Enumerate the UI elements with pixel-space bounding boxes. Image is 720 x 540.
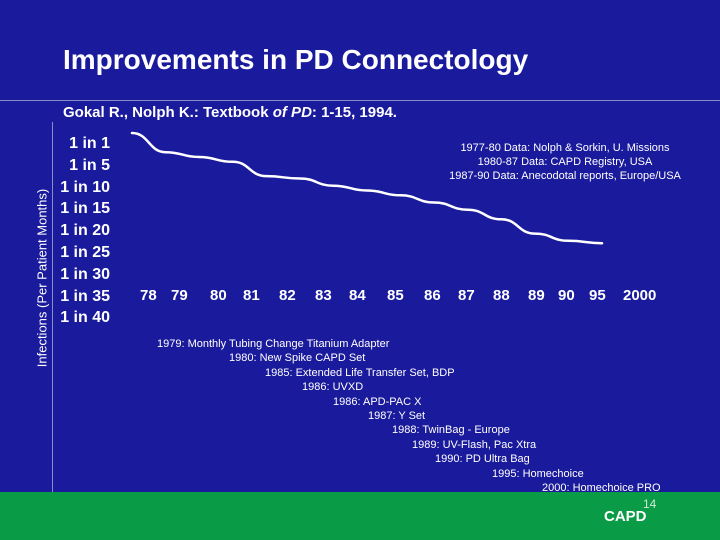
- x-tick-label: 88: [493, 287, 510, 304]
- citation: Gokal R., Nolph K.: Textbook of PD: 1-15…: [63, 104, 397, 121]
- milestone-item: 1980: New Spike CAPD Set: [229, 352, 366, 365]
- x-tick-label: 78: [140, 287, 157, 304]
- x-tick-label: 89: [528, 287, 545, 304]
- milestone-item: 1986: APD-PAC X: [333, 395, 422, 408]
- milestone-item: 1985: Extended Life Transfer Set, BDP: [265, 366, 455, 379]
- x-tick-label: 95: [589, 287, 606, 304]
- data-sources: 1977-80 Data: Nolph & Sorkin, U. Mission…: [420, 141, 710, 183]
- milestone-item: 1986: UVXD: [302, 381, 364, 394]
- page-number: 14: [643, 497, 657, 511]
- x-tick-label: 86: [424, 287, 441, 304]
- left-divider: [52, 122, 53, 492]
- x-tick-label: 85: [387, 287, 404, 304]
- x-tick-label: 2000: [623, 287, 657, 304]
- y-tick-labels: 1 in 1 1 in 5 1 in 10 1 in 15 1 in 20 1 in 25…: [52, 133, 110, 329]
- y-tick-label: 1 in 15: [60, 200, 110, 218]
- y-tick-label: 1 in 35: [60, 287, 110, 305]
- y-tick-label: 1 in 40: [60, 309, 110, 327]
- brand-label: CAPD: [604, 508, 647, 525]
- x-tick-label: 82: [279, 287, 296, 304]
- x-tick-label: 80: [210, 287, 227, 304]
- x-tick-label: 84: [349, 287, 366, 304]
- y-tick-label: 1 in 1: [69, 135, 110, 152]
- milestone-item: 1990: PD Ultra Bag: [435, 453, 530, 466]
- x-tick-label: 79: [171, 287, 188, 304]
- y-tick-label: 1 in 25: [60, 243, 110, 261]
- y-tick-label: 1 in 10: [60, 178, 110, 196]
- milestone-item: 1989: UV-Flash, Pac Xtra: [412, 438, 537, 451]
- x-tick-labels: 78 79 80 81 82 83 84 85 86 87 88 89 90 95 2000: [126, 287, 656, 309]
- source-line: 1977-80 Data: Nolph & Sorkin, U. Mission…: [460, 142, 670, 154]
- milestone-item: 1995: Homechoice: [492, 467, 584, 480]
- x-tick-label: 81: [243, 287, 260, 304]
- source-line: 1980-87 Data: CAPD Registry, USA: [477, 156, 653, 168]
- milestone-item: 1988: TwinBag - Europe: [392, 424, 510, 437]
- citation-tail: : 1-15, 1994.: [311, 104, 397, 121]
- footer-bar: [0, 492, 720, 540]
- citation-italic: of PD: [272, 104, 312, 121]
- y-tick-label: 1 in 20: [60, 222, 110, 240]
- title-divider: [0, 100, 720, 101]
- milestone-item: 1987: Y Set: [368, 410, 426, 423]
- series-line: [130, 131, 604, 245]
- x-tick-label: 90: [558, 287, 575, 304]
- y-tick-label: 1 in 30: [60, 265, 110, 283]
- milestone-item: 1979: Monthly Tubing Change Titanium Ada…: [157, 338, 390, 350]
- milestone-item: 2000: Homechoice PRO: [542, 482, 661, 495]
- citation-text: Gokal R., Nolph K.: Textbook: [63, 104, 273, 121]
- x-tick-label: 83: [315, 287, 332, 304]
- slide-title: Improvements in PD Connectology: [63, 44, 529, 75]
- source-line: 1987-90 Data: Anecodotal reports, Europe…: [449, 170, 681, 182]
- y-tick-label: 1 in 5: [69, 156, 110, 174]
- x-tick-label: 87: [458, 287, 475, 304]
- milestone-list: 1979: Monthly Tubing Change Titanium Ada…: [110, 337, 690, 495]
